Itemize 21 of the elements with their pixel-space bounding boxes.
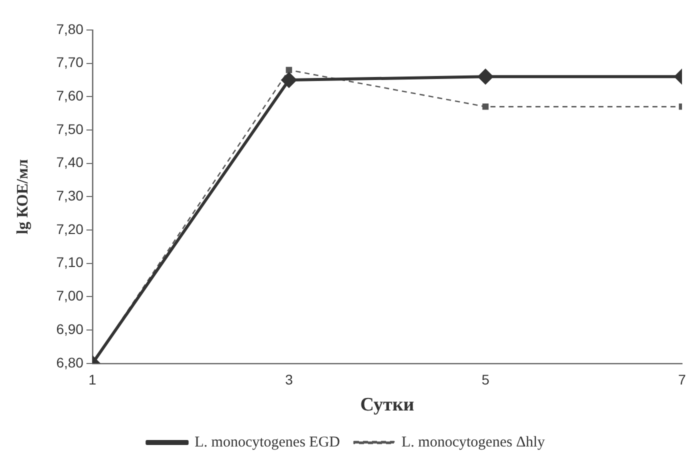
x-axis-title: Сутки: [360, 394, 414, 416]
x-tick-label: 7: [678, 372, 686, 388]
y-tick-label: 7,10: [56, 254, 84, 270]
y-tick-label: 7,70: [56, 54, 84, 70]
y-tick-label: 7,30: [56, 188, 84, 204]
y-tick-label: 6,80: [56, 354, 84, 370]
x-tick-label: 1: [88, 372, 97, 388]
point: [286, 66, 292, 74]
legend-label: L. monocytogenes Δhly: [402, 434, 546, 450]
x-tick-label: 3: [285, 372, 294, 388]
y-tick-label: 7,20: [56, 220, 84, 237]
y-tick-label: 7,80: [56, 20, 84, 37]
x-tick-label: 5: [482, 372, 490, 388]
y-tick-label: 7,60: [56, 88, 84, 104]
y-tick-label: 7,40: [56, 154, 84, 170]
y-tick-label: 7,50: [56, 120, 84, 137]
y-tick-label: 6,90: [56, 320, 84, 337]
legend-label: L. monocytogenes EGD: [194, 434, 340, 450]
y-tick-label: 7,00: [56, 288, 84, 304]
point: [482, 104, 489, 110]
y-axis-title: lg КОЕ/мл: [14, 159, 32, 234]
